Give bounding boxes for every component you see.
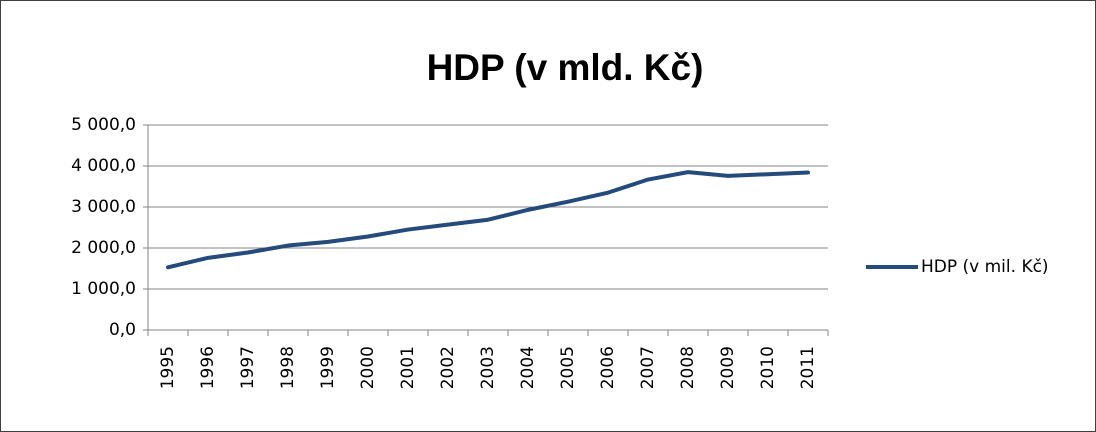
y-tick-label: 1 000,0 xyxy=(71,279,136,299)
x-tick-label: 2011 xyxy=(798,346,818,389)
y-tick-label: 2 000,0 xyxy=(71,238,136,258)
x-tick-label: 2007 xyxy=(638,346,658,389)
y-tick-label: 5 000,0 xyxy=(71,115,136,135)
x-tick-label: 1996 xyxy=(198,346,218,389)
y-tick-label: 0,0 xyxy=(109,320,136,340)
x-tick-label: 1999 xyxy=(318,346,338,389)
x-tick-label: 2001 xyxy=(398,346,418,389)
x-tick-label: 2008 xyxy=(678,346,698,389)
x-tick-label: 2005 xyxy=(558,346,578,389)
x-tick-label: 2002 xyxy=(438,346,458,389)
legend-label: HDP (v mil. Kč) xyxy=(921,257,1049,277)
x-tick-label: 2006 xyxy=(598,346,618,389)
x-tick-label: 1998 xyxy=(278,346,298,389)
x-tick-label: 1997 xyxy=(238,346,258,389)
x-tick-label: 2004 xyxy=(518,346,538,389)
x-tick-label: 2003 xyxy=(478,346,498,389)
x-tick-label: 2009 xyxy=(718,346,738,389)
x-tick-label: 1995 xyxy=(158,346,178,389)
chart-title: HDP (v mld. Kč) xyxy=(427,47,704,88)
x-tick-label: 2000 xyxy=(358,346,378,389)
x-tick-label: 2010 xyxy=(758,346,778,389)
y-tick-label: 4 000,0 xyxy=(71,156,136,176)
data-line xyxy=(166,170,810,270)
y-tick-label: 3 000,0 xyxy=(71,197,136,217)
